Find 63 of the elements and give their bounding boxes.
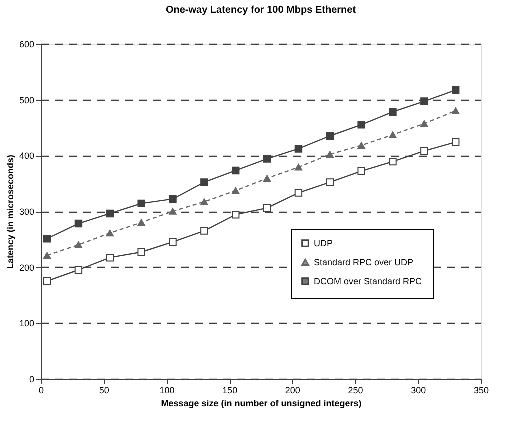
point (294, 189, 303, 197)
point (389, 132, 397, 138)
point (389, 108, 397, 116)
x-tick-label: 300 (411, 386, 426, 396)
point (326, 178, 334, 186)
point (452, 108, 460, 114)
point (452, 86, 460, 94)
point (263, 155, 272, 163)
point (389, 158, 397, 166)
point (106, 210, 114, 218)
point (169, 208, 177, 215)
point (106, 254, 114, 262)
x-axis-title: Message size (in number of unsigned integers) (161, 398, 362, 408)
x-tick-label: 100 (160, 386, 175, 396)
point (200, 198, 208, 206)
point (43, 235, 52, 243)
point (326, 151, 334, 158)
y-tick-label: 300 (19, 207, 34, 217)
point (138, 219, 146, 226)
point (138, 248, 146, 256)
x-tick-label: 200 (285, 386, 300, 396)
point (358, 167, 366, 176)
point (232, 166, 240, 175)
point (169, 238, 177, 246)
chart-title: One-way Latency for 100 Mbps Ethernet (166, 5, 357, 16)
point (358, 121, 366, 129)
point (263, 175, 272, 182)
y-axis-title: Latency (in microseconds) (5, 154, 16, 270)
point (420, 120, 428, 128)
x-tick-label: 150 (222, 386, 238, 396)
point (43, 252, 52, 260)
y-tick-label: 100 (19, 318, 34, 329)
point (138, 200, 146, 208)
point (200, 227, 208, 235)
y-tick-label: 600 (19, 40, 34, 50)
point (420, 147, 428, 156)
point (74, 266, 83, 274)
y-tick-label: 200 (19, 262, 34, 273)
point (263, 204, 272, 212)
point (358, 142, 366, 150)
legend-label: DCOM over Standard RPC (314, 276, 423, 286)
x-tick-label: 250 (348, 386, 364, 396)
point (420, 98, 428, 106)
point (74, 220, 83, 228)
y-tick-label: 400 (19, 151, 34, 162)
point (326, 132, 334, 140)
point (169, 195, 177, 204)
point (200, 178, 208, 186)
point (74, 242, 83, 248)
x-tick-label: 50 (99, 386, 110, 396)
y-tick-label: 0 (29, 374, 34, 384)
y-tick-label: 500 (19, 95, 34, 106)
legend-label: UDP (314, 238, 334, 248)
point (106, 230, 114, 237)
point (452, 138, 460, 146)
point (232, 210, 240, 219)
legend-label: Standard RPC over UDP (314, 258, 414, 268)
x-tick-label: 0 (38, 386, 44, 396)
x-tick-label: 350 (474, 386, 490, 396)
point (43, 277, 52, 286)
point (232, 187, 240, 194)
point (294, 164, 303, 171)
point (294, 145, 303, 153)
